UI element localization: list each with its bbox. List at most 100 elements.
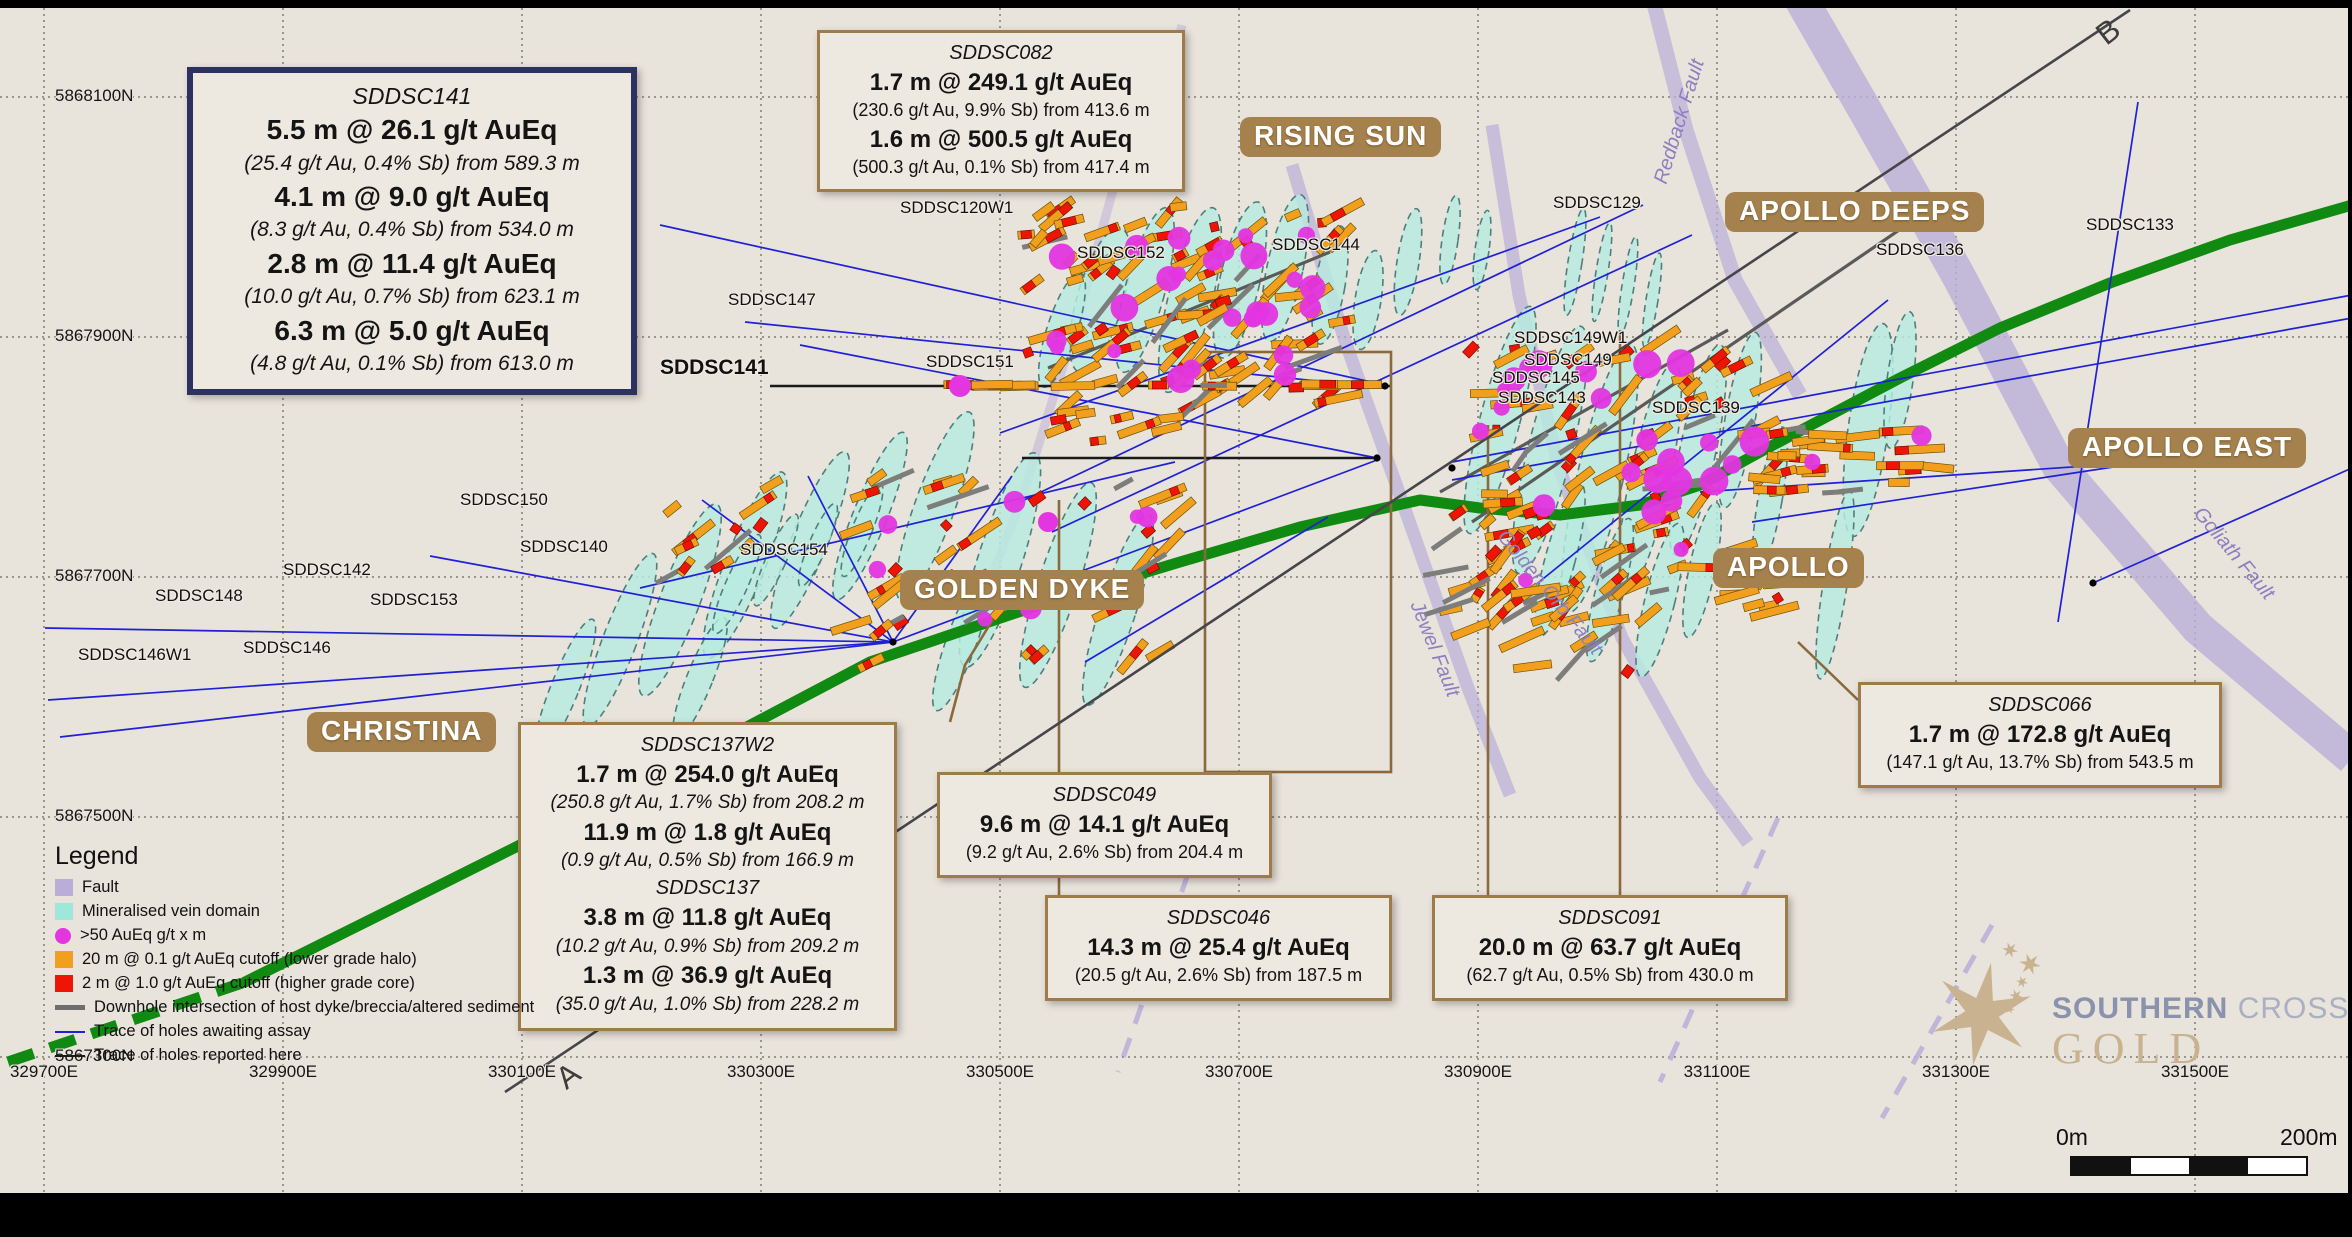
callout-hole-id: SDDSC091	[1558, 907, 1662, 929]
callout-result-line: (500.3 g/t Au, 0.1% Sb) from 417.4 m	[852, 156, 1150, 177]
logo-southern: SOUTHERN	[2052, 992, 2229, 1025]
legend-swatch-icon	[55, 879, 73, 896]
callout-sddsc141: SDDSC141 5.5 m @ 26.1 g/t AuEq (25.4 g/t A…	[187, 67, 637, 395]
callout-result-line: (62.7 g/t Au, 0.5% Sb) from 430.0 m	[1466, 965, 1754, 986]
legend-item-label: Fault	[82, 878, 119, 896]
callout-result-line: 1.7 m @ 172.8 g/t AuEq	[1908, 721, 2172, 748]
hole-label-sddsc144: SDDSC144	[1272, 235, 1360, 254]
legend-dot-icon	[55, 927, 71, 944]
hole-label-sddsc142: SDDSC142	[283, 560, 371, 579]
legend-item-label: Downhole intersection of host dyke/brecc…	[94, 998, 535, 1016]
legend-item: 20 m @ 0.1 g/t AuEq cutoff (lower grade …	[55, 950, 534, 969]
area-label-apollo-deeps: APOLLO DEEPS	[1725, 192, 1985, 232]
hole-label-sddsc147: SDDSC147	[728, 290, 816, 309]
easting-label: 331100E	[1683, 1062, 1751, 1081]
hole-label-sddsc146: SDDSC146	[243, 638, 331, 657]
frame-bottom	[0, 1193, 2352, 1237]
frame-right	[2348, 0, 2352, 1237]
hole-label-sddsc153: SDDSC153	[370, 590, 458, 609]
easting-label: 330900E	[1443, 1062, 1513, 1081]
hole-label-sddsc136: SDDSC136	[1876, 240, 1964, 259]
callout-sddsc046: SDDSC046 14.3 m @ 25.4 g/t AuEq (20.5 g/t …	[1045, 895, 1392, 1001]
legend-item-label: Trace of holes reported here	[94, 1046, 302, 1064]
callout-result-line: (230.6 g/t Au, 9.9% Sb) from 413.6 m	[852, 100, 1150, 121]
callout-result-line: 11.9 m @ 1.8 g/t AuEq	[583, 819, 832, 847]
legend-swatch-icon	[55, 951, 73, 968]
callout-hole-id: SDDSC049	[1052, 784, 1157, 806]
easting-label: 330300E	[726, 1062, 796, 1081]
callout-result-line: (8.3 g/t Au, 0.4% Sb) from 534.0 m	[250, 218, 574, 242]
northing-label: 5867500N	[55, 806, 134, 825]
callout-result-line: 2.8 m @ 11.4 g/t AuEq	[267, 247, 557, 279]
callout-hole-id: SDDSC137	[655, 877, 760, 900]
legend-item: Mineralised vein domain	[55, 902, 534, 921]
callout-hole-id: SDDSC137W2	[640, 734, 775, 756]
callout-result-line: (9.2 g/t Au, 2.6% Sb) from 204.4 m	[965, 842, 1244, 863]
callout-result-line: (10.2 g/t Au, 0.9% Sb) from 209.2 m	[555, 935, 860, 957]
callout-hole-id: SDDSC046	[1166, 907, 1271, 929]
area-label-golden-dyke: GOLDEN DYKE	[900, 570, 1145, 610]
legend-item-label: 2 m @ 1.0 g/t AuEq cutoff (higher grade …	[82, 974, 415, 992]
hole-label-sddsc139: SDDSC139	[1652, 398, 1740, 417]
hole-label-sddsc146w1: SDDSC146W1	[78, 645, 192, 664]
scale-bar-graphic	[2070, 1156, 2308, 1176]
callout-result-line: 1.7 m @ 249.1 g/t AuEq	[869, 69, 1133, 96]
frame-top	[0, 0, 2352, 8]
hole-label-sddsc129: SDDSC129	[1553, 193, 1641, 212]
callout-result-line: (25.4 g/t Au, 0.4% Sb) from 589.3 m	[244, 151, 580, 175]
legend-line-icon	[55, 1005, 85, 1010]
callout-result-line: 20.0 m @ 63.7 g/t AuEq	[1478, 934, 1742, 961]
callout-result-line: (35.0 g/t Au, 1.0% Sb) from 228.2 m	[555, 993, 860, 1015]
callout-sddsc049: SDDSC049 9.6 m @ 14.1 g/t AuEq (9.2 g/t Au…	[937, 772, 1272, 878]
legend-swatch-icon	[55, 975, 73, 992]
legend-item-label: >50 AuEq g/t x m	[80, 926, 207, 944]
area-label-rising-sun: RISING SUN	[1240, 117, 1442, 157]
easting-label: 331500E	[2160, 1062, 2230, 1081]
callout-result-line: 1.3 m @ 36.9 g/t AuEq	[582, 962, 833, 990]
legend-item: 2 m @ 1.0 g/t AuEq cutoff (higher grade …	[55, 974, 534, 993]
hole-label-sddsc140: SDDSC140	[520, 537, 608, 556]
callout-hole-id: SDDSC141	[352, 83, 472, 109]
callout-result-line: 4.1 m @ 9.0 g/t AuEq	[274, 181, 550, 213]
callout-result-line: (147.1 g/t Au, 13.7% Sb) from 543.5 m	[1886, 752, 2194, 773]
legend-items: Fault Mineralised vein domain >50 AuEq g/t…	[55, 878, 534, 1065]
easting-label: 330500E	[965, 1062, 1035, 1081]
callout-result-line: 9.6 m @ 14.1 g/t AuEq	[979, 811, 1230, 838]
area-label-christina: CHRISTINA	[307, 712, 497, 752]
scale-right-label: 200m	[2280, 1124, 2338, 1150]
hole-label-sddsc149w1: SDDSC149W1	[1514, 328, 1628, 347]
easting-label: 330100E	[487, 1062, 557, 1081]
legend-item: >50 AuEq g/t x m	[55, 926, 534, 945]
callout-result-line: (0.9 g/t Au, 0.5% Sb) from 166.9 m	[561, 850, 854, 872]
hole-label-sddsc148: SDDSC148	[155, 586, 243, 605]
hole-label-sddsc151: SDDSC151	[926, 352, 1014, 371]
legend-line-icon	[55, 1030, 85, 1033]
logo-line1: SOUTHERN CROSS	[2052, 992, 2349, 1026]
callout-result-line: 5.5 m @ 26.1 g/t AuEq	[266, 114, 558, 146]
scale-left-label: 0m	[2056, 1124, 2088, 1150]
callout-result-line: (10.0 g/t Au, 0.7% Sb) from 623.1 m	[244, 285, 580, 309]
callout-result-line: 14.3 m @ 25.4 g/t AuEq	[1087, 934, 1350, 961]
callout-result-line: 1.6 m @ 500.5 g/t AuEq	[869, 125, 1133, 153]
easting-label: 330700E	[1204, 1062, 1274, 1081]
callout-result-line: 1.7 m @ 254.0 g/t AuEq	[576, 761, 839, 788]
high-grade-dots	[868, 226, 1932, 627]
southern-cross-gold-logo: SOUTHERN CROSS GOLD	[1922, 936, 2349, 1074]
callout-hole-id: SDDSC066	[1988, 694, 2092, 716]
easting-label: 331300E	[1921, 1062, 1991, 1081]
callout-sddsc082: SDDSC082 1.7 m @ 249.1 g/t AuEq (230.6 g/t…	[817, 30, 1185, 193]
easting-label: 329700E	[9, 1062, 79, 1081]
easting-label: 329900E	[248, 1062, 318, 1081]
logo-text: SOUTHERN CROSS GOLD	[2052, 992, 2349, 1072]
hole-label-sddsc154: SDDSC154	[740, 540, 828, 559]
callout-sddsc091: SDDSC091 20.0 m @ 63.7 g/t AuEq (62.7 g/t …	[1432, 895, 1788, 1001]
callout-hole-id: SDDSC082	[949, 42, 1053, 64]
legend: Legend Fault Mineralised vein domain >50 A…	[55, 842, 534, 1070]
northing-label: 5867300N	[55, 1046, 134, 1065]
callout-result-line: 6.3 m @ 5.0 g/t AuEq	[274, 314, 550, 346]
logo-gold: GOLD	[2052, 1024, 2211, 1073]
hole-traces-awaiting	[44, 101, 2352, 738]
logo-cross: CROSS	[2237, 992, 2350, 1025]
area-label-apollo: APOLLO	[1713, 548, 1864, 588]
